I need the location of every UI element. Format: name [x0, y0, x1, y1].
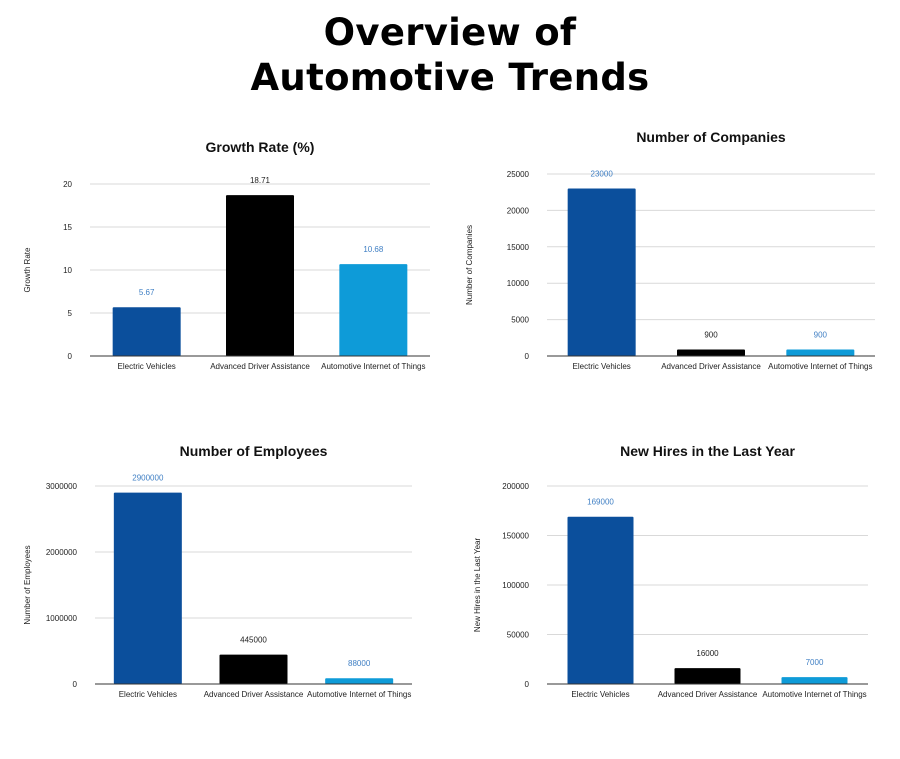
y-tick-label: 10000 — [507, 279, 530, 288]
y-tick-label: 15 — [63, 223, 72, 232]
y-tick-label: 200000 — [502, 482, 529, 491]
growth-rate-chart: Growth Rate (%) 0 5 10 15 20 Growth Rate 5.67 El… — [23, 139, 430, 371]
y-tick-label: 15000 — [507, 243, 530, 252]
y-tick-label: 150000 — [502, 532, 529, 541]
y-tick-label: 2000000 — [46, 548, 78, 557]
y-tick-label: 5000 — [511, 316, 529, 325]
number-of-companies-chart: Number of Companies 0 5000 10000 15000 20000 2… — [465, 129, 875, 371]
data-label-automotive-iot: 900 — [814, 330, 828, 339]
category-label-automotive-iot: Automotive Internet of Things — [768, 362, 872, 371]
y-tick-label: 0 — [73, 680, 78, 689]
category-label-advanced-driver-assistance: Advanced Driver Assistance — [661, 362, 761, 371]
y-tick-label: 0 — [68, 352, 73, 361]
y-tick-label: 3000000 — [46, 482, 78, 491]
category-label-advanced-driver-assistance: Advanced Driver Assistance — [658, 690, 758, 699]
category-label-electric-vehicles: Electric Vehicles — [571, 690, 629, 699]
bar-advanced-driver-assistance — [674, 668, 741, 684]
data-label-advanced-driver-assistance: 445000 — [240, 636, 267, 645]
data-label-advanced-driver-assistance: 16000 — [696, 649, 719, 658]
y-axis-label: New Hires in the Last Year — [473, 538, 482, 633]
y-tick-label: 0 — [525, 352, 530, 361]
data-label-automotive-iot: 10.68 — [363, 245, 384, 254]
chart-title: New Hires in the Last Year — [620, 443, 795, 459]
y-tick-label: 0 — [525, 680, 530, 689]
category-label-automotive-iot: Automotive Internet of Things — [307, 690, 411, 699]
category-label-electric-vehicles: Electric Vehicles — [119, 690, 177, 699]
y-axis-label: Number of Employees — [23, 545, 32, 624]
y-tick-label: 20 — [63, 180, 72, 189]
bar-advanced-driver-assistance — [226, 195, 294, 356]
page-title-line-1: Overview of — [323, 11, 577, 54]
page-title: Overview of Automotive Trends — [0, 10, 900, 100]
data-label-electric-vehicles: 2900000 — [132, 474, 164, 483]
number-of-employees-chart: Number of Employees 0 1000000 2000000 300000… — [23, 443, 412, 699]
y-tick-label: 20000 — [507, 206, 530, 215]
category-label-automotive-iot: Automotive Internet of Things — [321, 362, 425, 371]
bar-automotive-iot — [325, 678, 394, 684]
data-label-advanced-driver-assistance: 900 — [704, 330, 718, 339]
y-tick-label: 50000 — [507, 631, 530, 640]
bar-automotive-iot — [339, 264, 408, 356]
data-label-automotive-iot: 88000 — [348, 659, 371, 668]
y-tick-label: 100000 — [502, 581, 529, 590]
y-axis-label: Number of Companies — [465, 225, 474, 305]
new-hires-chart: New Hires in the Last Year 0 50000 100000 15… — [473, 443, 868, 699]
chart-title: Number of Employees — [180, 443, 328, 459]
data-label-advanced-driver-assistance: 18.71 — [250, 176, 271, 185]
category-label-electric-vehicles: Electric Vehicles — [573, 362, 631, 371]
data-label-electric-vehicles: 23000 — [591, 170, 614, 179]
bar-electric-vehicles — [113, 492, 182, 684]
chart-title: Number of Companies — [636, 129, 786, 145]
data-label-electric-vehicles: 169000 — [587, 498, 614, 507]
data-label-automotive-iot: 7000 — [806, 658, 824, 667]
category-label-electric-vehicles: Electric Vehicles — [118, 362, 176, 371]
bar-automotive-iot — [786, 349, 855, 356]
y-tick-label: 1000000 — [46, 614, 78, 623]
data-label-electric-vehicles: 5.67 — [139, 288, 155, 297]
y-tick-label: 25000 — [507, 170, 530, 179]
bar-electric-vehicles — [112, 307, 181, 356]
y-axis-label: Growth Rate — [23, 247, 32, 292]
bar-electric-vehicles — [567, 188, 636, 356]
chart-title: Growth Rate (%) — [206, 139, 315, 155]
bar-electric-vehicles — [567, 516, 634, 684]
bar-advanced-driver-assistance — [219, 654, 288, 684]
bar-advanced-driver-assistance — [677, 349, 745, 356]
category-label-automotive-iot: Automotive Internet of Things — [762, 690, 866, 699]
page-title-line-2: Automotive Trends — [250, 56, 650, 99]
category-label-advanced-driver-assistance: Advanced Driver Assistance — [204, 690, 304, 699]
bar-automotive-iot — [781, 677, 848, 684]
y-tick-label: 10 — [63, 266, 72, 275]
category-label-advanced-driver-assistance: Advanced Driver Assistance — [210, 362, 310, 371]
y-tick-label: 5 — [68, 309, 73, 318]
